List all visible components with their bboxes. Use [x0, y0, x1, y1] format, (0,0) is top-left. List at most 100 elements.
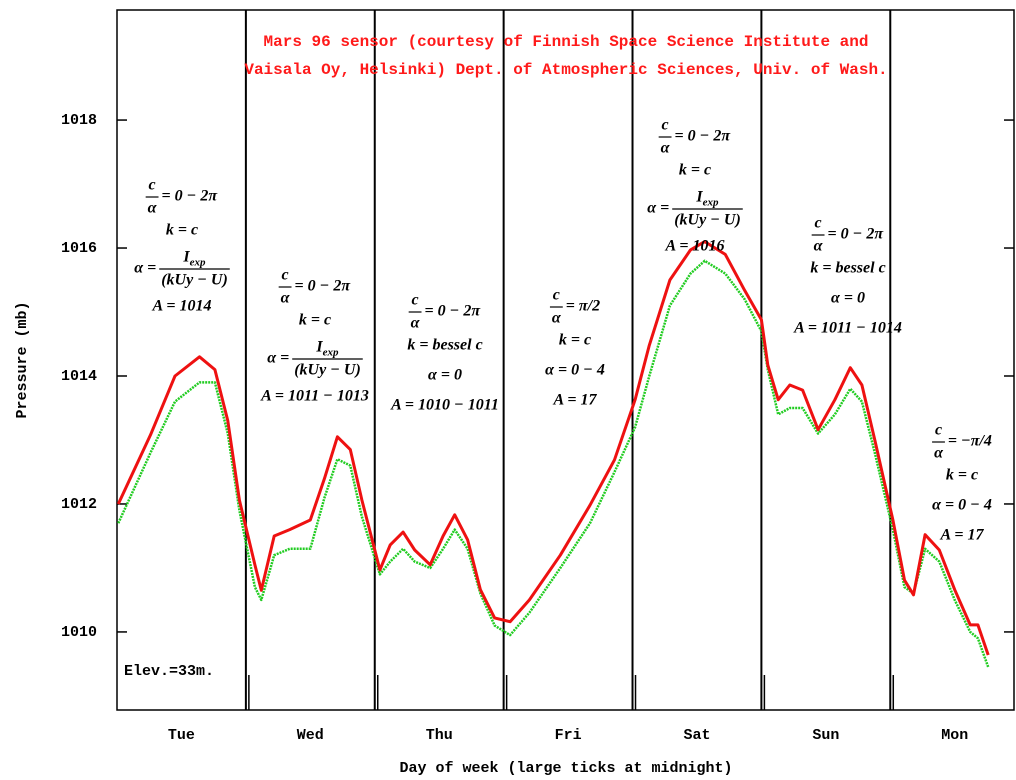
annotation-text: α = [647, 200, 669, 217]
annotation-text: α = [134, 260, 156, 277]
y-tick-label: 1010 [61, 624, 97, 641]
fraction-numerator: c [282, 267, 289, 284]
fraction-numerator: c [815, 215, 822, 232]
annotation-line-wrap: cα= 0 − 2π [145, 177, 219, 217]
fraction-denominator: (kUy − U) [294, 362, 361, 379]
annotation-line: cα= 0 − 2π [658, 117, 732, 157]
annotation-text: α = 0 − 4 [545, 362, 605, 379]
annotation-text: A = 1010 − 1011 [390, 397, 499, 414]
annotation-line: k = c [559, 332, 591, 349]
annotation-text: k = bessel c [810, 260, 885, 277]
annotation-line: α = 0 − 4 [932, 497, 992, 514]
annotation-line-wrap: α = I exp (kUy − U) [267, 339, 363, 379]
annotation-text: = 0 − 2π [828, 226, 885, 243]
fraction-numerator: c [935, 422, 942, 439]
annotation-line: α = 0 [428, 367, 462, 384]
annotation-line: cα= −π/4 [932, 422, 992, 462]
fraction-subscript: exp [323, 347, 339, 359]
annotation-line: A = 1016 [665, 238, 725, 255]
annotation-line: k = c [299, 312, 331, 329]
annotation-text: α = 0 [428, 367, 462, 384]
annotation-text: = 0 − 2π [425, 303, 482, 320]
annotation-line: k = c [679, 162, 711, 179]
data-line [116, 240, 990, 656]
annotation-text: A = 1016 [665, 238, 725, 255]
x-tick-label: Sun [812, 727, 839, 744]
annotation-text: A = 1014 [152, 298, 212, 315]
annotation-text: = 0 − 2π [675, 128, 732, 145]
annotation-line: A = 1010 − 1011 [390, 397, 499, 414]
annotation-line: α = 0 [831, 290, 865, 307]
annotation-text: = −π/4 [948, 433, 992, 450]
x-tick-label: Sat [683, 727, 710, 744]
annotation-line: k = c [166, 222, 198, 239]
annotation-line: k = bessel c [407, 337, 482, 354]
x-tick-label: Fri [555, 727, 582, 744]
elevation-note: Elev.=33m. [124, 663, 214, 680]
annotation-line: cα= 0 − 2π [278, 267, 351, 307]
y-axis-label: Pressure (mb) [14, 301, 31, 418]
annotation-line-wrap: cα= 0 − 2π [408, 292, 482, 332]
annotation-line: A = 1011 − 1013 [260, 388, 369, 405]
y-tick-label: 1012 [61, 496, 97, 513]
annotation-text: k = c [559, 332, 591, 349]
fraction-denominator: α [934, 445, 944, 462]
fraction-numerator: c [553, 287, 560, 304]
fraction-subscript: exp [190, 257, 206, 269]
chart-title: Mars 96 sensor (courtesy of Finnish Spac… [264, 33, 869, 51]
annotation-line: α = I exp (kUy − U) [647, 189, 743, 229]
annotation-line: cα= 0 − 2π [811, 215, 885, 255]
fraction-numerator: I [182, 249, 190, 266]
annotation-text: = 0 − 2π [162, 188, 219, 205]
fraction-denominator: α [552, 310, 562, 327]
annotation-text: A = 1011 − 1013 [260, 388, 369, 405]
annotation-text: A = 17 [940, 527, 985, 544]
fraction-numerator: c [412, 292, 419, 309]
data-line [117, 259, 990, 668]
annotation-line: cα= 0 − 2π [145, 177, 219, 217]
annotation-line: A = 17 [940, 527, 985, 544]
x-tick-label: Wed [297, 727, 324, 744]
annotation-text: A = 1011 − 1014 [793, 320, 902, 337]
annotation-line: A = 1011 − 1014 [793, 320, 902, 337]
annotation-line: cα= 0 − 2π [408, 292, 482, 332]
annotation-text: k = c [166, 222, 198, 239]
annotation-line-wrap: α = I exp (kUy − U) [647, 189, 743, 229]
annotation-line: α = I exp (kUy − U) [267, 339, 363, 379]
y-tick-label: 1016 [61, 240, 97, 257]
annotation-line: α = I exp (kUy − U) [134, 249, 230, 289]
fraction-denominator: (kUy − U) [161, 272, 228, 289]
annotation-line-wrap: cα= 0 − 2π [811, 215, 885, 255]
annotation-text: k = c [946, 467, 978, 484]
fraction-denominator: (kUy − U) [674, 212, 741, 229]
x-tick-label: Tue [168, 727, 195, 744]
y-tick-label: 1014 [61, 368, 97, 385]
annotation-text: A = 17 [553, 392, 598, 409]
annotation-line: cα= π/2 [549, 287, 600, 327]
fraction-numerator: c [662, 117, 669, 134]
y-tick-label: 1018 [61, 112, 97, 129]
x-tick-label: Thu [426, 727, 453, 744]
fraction-denominator: α [411, 315, 421, 332]
fraction-denominator: α [281, 290, 291, 307]
fraction-numerator: I [695, 189, 703, 206]
annotation-line-wrap: α = I exp (kUy − U) [134, 249, 230, 289]
annotation-text: k = bessel c [407, 337, 482, 354]
annotation-line-wrap: cα= −π/4 [932, 422, 992, 462]
annotation-line: A = 17 [553, 392, 598, 409]
fraction-numerator: I [315, 339, 323, 356]
annotation-text: = π/2 [566, 298, 600, 315]
annotation-text: k = c [679, 162, 711, 179]
annotation-line-wrap: cα= π/2 [549, 287, 600, 327]
annotation-text: α = [267, 350, 289, 367]
annotation-line: A = 1014 [152, 298, 212, 315]
annotation-text: α = 0 [831, 290, 865, 307]
annotation-line: α = 0 − 4 [545, 362, 605, 379]
annotation-line: k = bessel c [810, 260, 885, 277]
annotation-text: α = 0 − 4 [932, 497, 992, 514]
x-axis-label: Day of week (large ticks at midnight) [399, 760, 732, 777]
plot-frame [116, 9, 1015, 711]
annotation-line-wrap: cα= 0 − 2π [278, 267, 351, 307]
fraction-denominator: α [148, 200, 158, 217]
